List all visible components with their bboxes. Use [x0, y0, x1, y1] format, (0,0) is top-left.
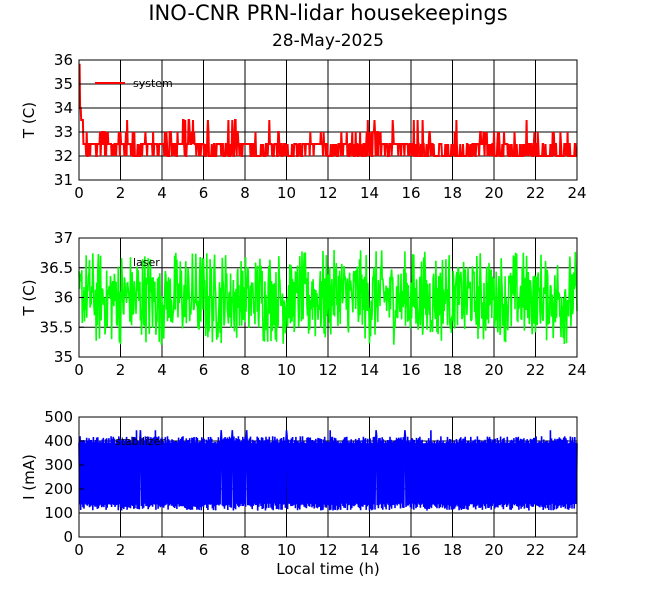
x-tick-label: 12 [318, 541, 337, 559]
y-axis-label: T (C) [20, 102, 38, 139]
x-tick-label: 6 [199, 361, 209, 379]
x-tick-label: 20 [484, 541, 503, 559]
y-tick-label: 35 [54, 348, 73, 366]
y-tick-label: 200 [44, 480, 73, 498]
y-tick-label: 36.5 [40, 259, 73, 277]
x-tick-label: 22 [526, 361, 545, 379]
x-tick-label: 20 [484, 361, 503, 379]
legend-label-laser: laser [133, 256, 160, 269]
y-axis-label: I (mA) [20, 454, 38, 500]
x-tick-label: 10 [277, 184, 296, 202]
y-tick-label: 36 [54, 51, 73, 69]
x-tick-label: 12 [318, 361, 337, 379]
y-tick-label: 300 [44, 456, 73, 474]
x-tick-label: 16 [401, 541, 420, 559]
x-tick-label: 14 [360, 541, 379, 559]
y-tick-label: 500 [44, 408, 73, 426]
y-tick-label: 33 [54, 123, 73, 141]
x-tick-label: 2 [116, 541, 126, 559]
x-tick-label: 2 [116, 184, 126, 202]
x-tick-label: 24 [567, 184, 586, 202]
x-tick-label: 6 [199, 184, 209, 202]
y-tick-label: 400 [44, 432, 73, 450]
y-tick-label: 35 [54, 75, 73, 93]
x-tick-label: 8 [240, 184, 250, 202]
x-tick-label: 16 [401, 361, 420, 379]
y-tick-label: 32 [54, 147, 73, 165]
y-tick-label: 37 [54, 229, 73, 247]
legend-label-stabilizer: stabilizer [115, 435, 165, 448]
y-tick-label: 100 [44, 504, 73, 522]
y-axis-label: T (C) [20, 279, 38, 316]
series-line-stabilizer [78, 430, 578, 511]
x-tick-label: 4 [157, 541, 167, 559]
x-tick-label: 14 [360, 361, 379, 379]
x-tick-label: 8 [240, 541, 250, 559]
x-tick-label: 0 [74, 184, 84, 202]
x-tick-label: 22 [526, 184, 545, 202]
y-tick-label: 34 [54, 99, 73, 117]
series-line-laser [78, 249, 578, 345]
y-tick-label: 36 [54, 289, 73, 307]
x-tick-label: 22 [526, 541, 545, 559]
x-tick-label: 0 [74, 541, 84, 559]
y-tick-label: 31 [54, 171, 73, 189]
x-axis-label: Local time (h) [276, 560, 380, 578]
series-line-system [78, 63, 577, 157]
y-tick-label: 35.5 [40, 318, 73, 336]
x-tick-label: 2 [116, 361, 126, 379]
x-tick-label: 18 [443, 541, 462, 559]
chart-subtitle: 28-May-2025 [272, 31, 384, 51]
x-tick-label: 16 [401, 184, 420, 202]
y-tick-label: 0 [63, 528, 73, 546]
chart-title: INO-CNR PRN-lidar housekeepings [148, 1, 507, 25]
x-tick-label: 18 [443, 361, 462, 379]
x-tick-label: 10 [277, 541, 296, 559]
x-tick-label: 10 [277, 361, 296, 379]
x-tick-label: 4 [157, 361, 167, 379]
x-tick-label: 12 [318, 184, 337, 202]
x-tick-label: 18 [443, 184, 462, 202]
x-tick-label: 0 [74, 361, 84, 379]
x-tick-label: 14 [360, 184, 379, 202]
x-tick-label: 24 [567, 541, 586, 559]
legend-label-system: system [133, 77, 173, 90]
x-tick-label: 6 [199, 541, 209, 559]
x-tick-label: 4 [157, 184, 167, 202]
x-tick-label: 20 [484, 184, 503, 202]
x-tick-label: 8 [240, 361, 250, 379]
x-tick-label: 24 [567, 361, 586, 379]
